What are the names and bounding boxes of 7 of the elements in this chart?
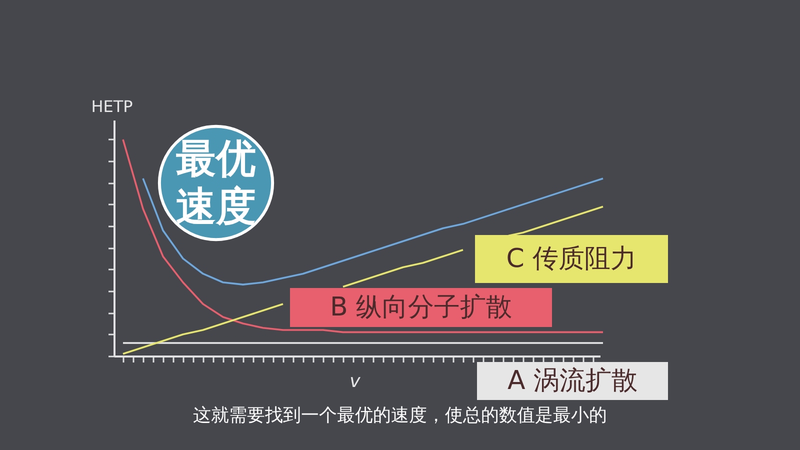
series-label: C 传质阻力 [506,244,637,274]
legend-label: A 涡流扩散 [507,366,638,396]
series-label: B 纵向分子扩散 [330,292,512,322]
annotation: 最优速度 [176,136,256,230]
x-axis-title: v [350,371,361,392]
y-axis-title: HETP [91,97,134,116]
text: 这就需要找到一个最优的速度，使总的数值是最小的 [193,405,607,426]
